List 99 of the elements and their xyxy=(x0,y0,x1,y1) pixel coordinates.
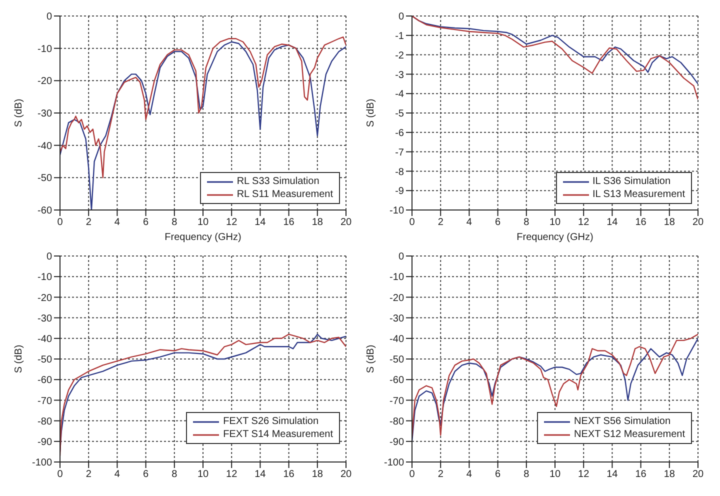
x-tick-label: 0 xyxy=(57,217,64,228)
x-tick-label: 12 xyxy=(578,217,590,228)
y-tick-label: -100 xyxy=(384,458,404,469)
x-tick-label: 16 xyxy=(283,469,295,480)
y-tick-label: -80 xyxy=(38,416,52,428)
y-tick-label: -60 xyxy=(38,206,52,217)
y-tick-label: -10 xyxy=(390,272,404,284)
y-tick-label: -9 xyxy=(395,186,404,198)
legend-label: NEXT S56 Simulation xyxy=(574,415,671,428)
y-tick-label: -80 xyxy=(390,416,404,428)
x-tick-label: 6 xyxy=(495,217,502,228)
x-tick-label: 10 xyxy=(549,217,561,228)
x-tick-label: 6 xyxy=(143,469,150,480)
y-tick-label: -20 xyxy=(390,292,404,304)
x-tick-label: 0 xyxy=(409,469,416,480)
x-tick-label: 18 xyxy=(664,217,676,228)
y-tick-label: -10 xyxy=(38,272,52,284)
y-tick-label: -7 xyxy=(395,147,404,158)
x-tick-label: 16 xyxy=(635,217,647,228)
y-tick-label: -8 xyxy=(395,166,404,178)
y-tick-label: -10 xyxy=(38,44,52,55)
y-tick-label: -2 xyxy=(395,50,404,62)
y-tick-label: -5 xyxy=(395,108,404,120)
y-axis-title: S (dB) xyxy=(14,98,25,128)
x-tick-label: 14 xyxy=(606,217,618,228)
x-tick-label: 0 xyxy=(409,217,416,228)
x-tick-label: 10 xyxy=(197,217,209,228)
legend-label: FEXT S26 Simulation xyxy=(223,415,319,428)
x-axis-title: Frequency (GHz) xyxy=(164,232,242,243)
x-tick-label: 18 xyxy=(312,217,324,228)
y-tick-label: -40 xyxy=(38,334,52,345)
x-tick-label: 14 xyxy=(254,469,266,480)
x-tick-label: 14 xyxy=(606,469,618,480)
y-tick-label: -50 xyxy=(38,173,52,184)
x-tick-label: 2 xyxy=(438,469,444,480)
x-tick-label: 4 xyxy=(466,469,472,480)
x-tick-label: 12 xyxy=(226,469,238,480)
y-axis-title: S (dB) xyxy=(366,344,377,374)
y-tick-label: -30 xyxy=(38,108,52,120)
y-tick-label: 0 xyxy=(398,252,404,263)
y-tick-label: -60 xyxy=(38,375,52,386)
x-tick-label: 8 xyxy=(524,469,530,480)
y-tick-label: -50 xyxy=(38,354,52,366)
x-tick-label: 20 xyxy=(692,217,704,228)
legend-label: RL S11 Measurement xyxy=(236,188,333,201)
y-tick-label: -90 xyxy=(390,436,404,448)
x-tick-label: 4 xyxy=(114,217,120,228)
y-tick-label: -20 xyxy=(38,76,52,88)
x-tick-label: 20 xyxy=(340,217,352,228)
x-tick-label: 20 xyxy=(692,469,704,480)
x-tick-label: 4 xyxy=(114,469,120,480)
y-tick-label: -90 xyxy=(38,436,52,448)
y-tick-label: -40 xyxy=(390,334,404,345)
x-tick-label: 12 xyxy=(226,217,238,228)
x-tick-label: 16 xyxy=(283,217,295,228)
y-tick-label: -30 xyxy=(390,313,404,324)
y-tick-label: -4 xyxy=(395,89,404,100)
y-tick-label: -20 xyxy=(38,292,52,304)
y-tick-label: -50 xyxy=(390,354,404,366)
y-tick-label: -40 xyxy=(38,140,52,152)
y-axis-title: S (dB) xyxy=(366,98,377,128)
y-tick-label: -10 xyxy=(390,206,404,217)
y-tick-label: -6 xyxy=(395,128,404,139)
x-tick-label: 4 xyxy=(466,217,472,228)
x-tick-label: 2 xyxy=(86,469,92,480)
x-tick-label: 2 xyxy=(86,217,92,228)
y-tick-label: -100 xyxy=(32,458,52,469)
x-tick-label: 6 xyxy=(143,217,150,228)
y-tick-label: -70 xyxy=(38,396,52,407)
x-tick-label: 14 xyxy=(254,217,266,228)
y-tick-label: 0 xyxy=(46,252,52,263)
x-tick-label: 18 xyxy=(664,469,676,480)
x-tick-label: 10 xyxy=(197,469,209,480)
legend-label: FEXT S14 Measurement xyxy=(223,428,333,441)
legend-label: NEXT S12 Measurement xyxy=(574,428,685,441)
x-tick-label: 0 xyxy=(57,469,64,480)
y-tick-label: -1 xyxy=(395,30,404,42)
y-axis-title: S (dB) xyxy=(14,344,25,374)
y-tick-label: -70 xyxy=(390,396,404,407)
y-tick-label: 0 xyxy=(398,12,404,23)
legend-label: IL S36 Simulation xyxy=(592,175,671,188)
y-tick-label: -3 xyxy=(395,70,404,81)
x-tick-label: 8 xyxy=(524,217,530,228)
x-tick-label: 12 xyxy=(578,469,590,480)
x-tick-label: 8 xyxy=(172,469,178,480)
legend-label: RL S33 Simulation xyxy=(236,175,320,188)
y-tick-label: -60 xyxy=(390,375,404,386)
x-tick-label: 18 xyxy=(312,469,324,480)
x-tick-label: 16 xyxy=(635,469,647,480)
x-tick-label: 10 xyxy=(549,469,561,480)
x-axis-title: Frequency (GHz) xyxy=(516,232,594,243)
line-series xyxy=(60,36,346,178)
legend-label: IL S13 Measurement xyxy=(592,188,685,201)
y-tick-label: -30 xyxy=(38,313,52,324)
x-tick-label: 2 xyxy=(438,217,444,228)
y-tick-label: 0 xyxy=(46,12,52,23)
x-tick-label: 20 xyxy=(340,469,352,480)
x-tick-label: 6 xyxy=(495,469,502,480)
x-tick-label: 8 xyxy=(172,217,178,228)
